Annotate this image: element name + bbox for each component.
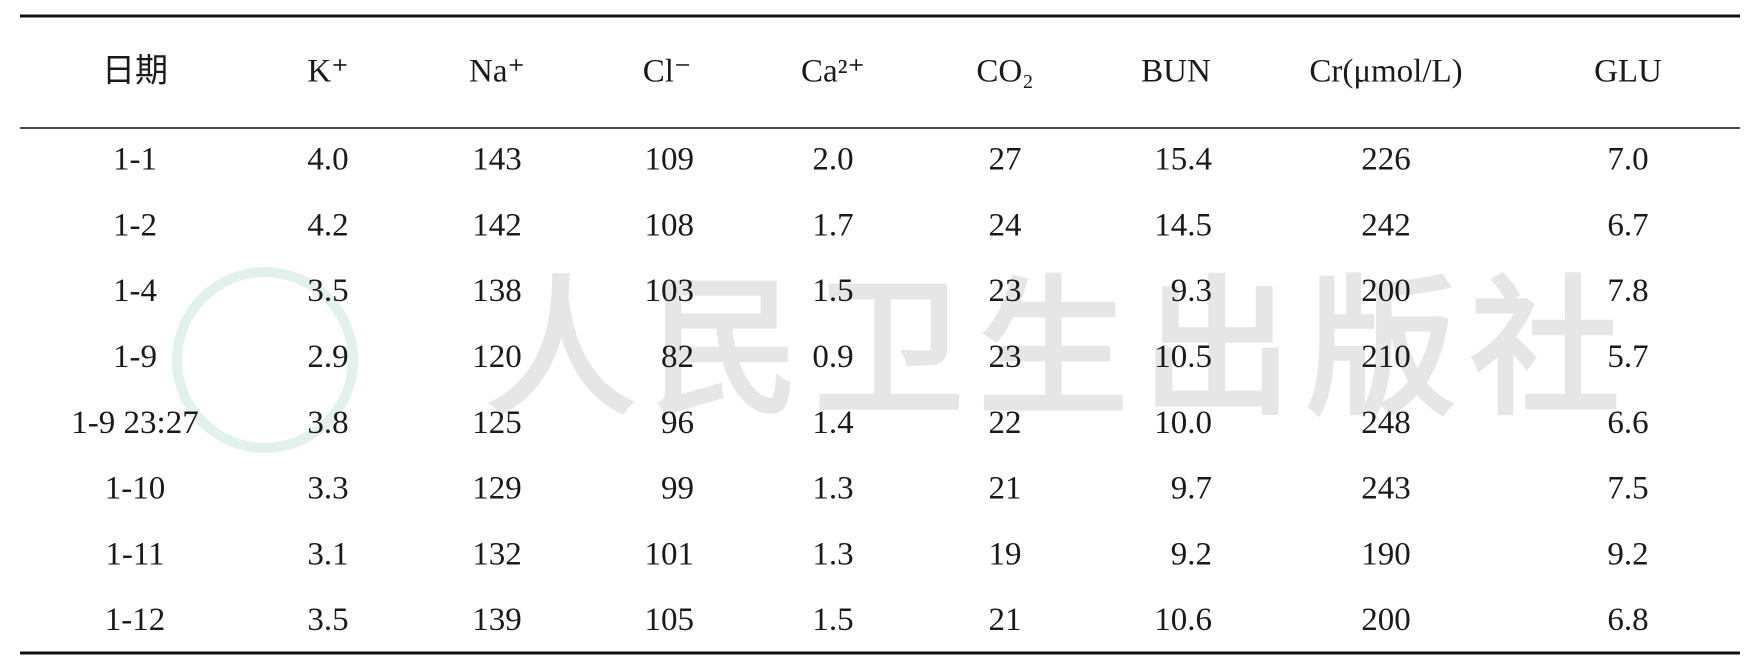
value-cell: 9.3 (1171, 273, 1212, 309)
date-cell: 1-4 (113, 273, 157, 309)
value-cell: 210 (1361, 339, 1411, 375)
value-cell: 10.5 (1154, 339, 1212, 375)
value-cell: 248 (1361, 405, 1411, 441)
header-cell: Ca²⁺ (801, 54, 865, 90)
value-cell: 200 (1361, 273, 1411, 309)
value-cell: 21 (989, 471, 1022, 507)
value-cell: 132 (472, 536, 522, 572)
value-cell: 23 (989, 273, 1022, 309)
date-cell: 1-12 (105, 602, 166, 638)
value-cell: 1.3 (812, 536, 853, 572)
value-cell: 242 (1361, 207, 1411, 243)
date-cell: 1-11 (105, 536, 164, 572)
value-cell: 27 (989, 142, 1022, 178)
value-cell: 99 (661, 471, 694, 507)
value-cell: 1.5 (812, 602, 853, 638)
value-cell: 9.2 (1607, 536, 1648, 572)
value-cell: 0.9 (812, 339, 853, 375)
value-cell: 190 (1361, 536, 1411, 572)
value-cell: 15.4 (1154, 142, 1212, 178)
watermark-logo (172, 267, 358, 453)
value-cell: 226 (1361, 142, 1411, 178)
value-cell: 1.7 (812, 207, 853, 243)
value-cell: 101 (645, 536, 695, 572)
watermark: 人民卫生出版社 (486, 263, 1634, 437)
date-cell: 1-2 (113, 207, 157, 243)
value-cell: 21 (989, 602, 1022, 638)
value-cell: 3.5 (307, 273, 348, 309)
date-cell: 1-10 (105, 471, 166, 507)
value-cell: 108 (645, 207, 695, 243)
value-cell: 3.1 (307, 536, 348, 572)
value-cell: 23 (989, 339, 1022, 375)
value-cell: 4.2 (307, 207, 348, 243)
value-cell: 10.6 (1154, 602, 1212, 638)
value-cell: 243 (1361, 471, 1411, 507)
header-cell: K⁺ (307, 54, 348, 90)
value-cell: 7.8 (1607, 273, 1648, 309)
header-cell: Na⁺ (469, 54, 525, 90)
value-cell: 10.0 (1154, 405, 1212, 441)
value-cell: 1.3 (812, 471, 853, 507)
header-cell: GLU (1594, 54, 1662, 90)
value-cell: 1.4 (812, 405, 853, 441)
value-cell: 143 (472, 142, 522, 178)
value-cell: 6.8 (1607, 602, 1648, 638)
value-cell: 200 (1361, 602, 1411, 638)
value-cell: 105 (645, 602, 695, 638)
value-cell: 2.9 (307, 339, 348, 375)
value-cell: 103 (645, 273, 695, 309)
value-cell: 2.0 (812, 142, 853, 178)
value-cell: 139 (472, 602, 522, 638)
date-cell: 1-9 23:27 (71, 405, 198, 441)
value-cell: 3.3 (307, 471, 348, 507)
header-cell: BUN (1141, 54, 1211, 90)
value-cell: 19 (989, 536, 1022, 572)
value-cell: 6.6 (1607, 405, 1648, 441)
value-cell: 9.2 (1171, 536, 1212, 572)
value-cell: 1.5 (812, 273, 853, 309)
value-cell: 6.7 (1607, 207, 1648, 243)
value-cell: 138 (472, 273, 522, 309)
value-cell: 5.7 (1607, 339, 1648, 375)
header-cell: Cr(μmol/L) (1309, 54, 1462, 90)
date-cell: 1-9 (113, 339, 157, 375)
value-cell: 3.8 (307, 405, 348, 441)
value-cell: 125 (472, 405, 522, 441)
value-cell: 142 (472, 207, 522, 243)
header-cell: CO₂ (976, 54, 1033, 90)
value-cell: 9.7 (1171, 471, 1212, 507)
value-cell: 22 (989, 405, 1022, 441)
value-cell: 109 (645, 142, 695, 178)
date-cell: 1-1 (113, 142, 157, 178)
value-cell: 7.5 (1607, 471, 1648, 507)
header-cell: Cl⁻ (643, 54, 692, 90)
value-cell: 129 (472, 471, 522, 507)
value-cell: 96 (661, 405, 694, 441)
value-cell: 24 (989, 207, 1022, 243)
value-cell: 4.0 (307, 142, 348, 178)
value-cell: 14.5 (1154, 207, 1212, 243)
value-cell: 82 (661, 339, 694, 375)
header-cell: 日期 (102, 54, 168, 90)
value-cell: 3.5 (307, 602, 348, 638)
value-cell: 7.0 (1607, 142, 1648, 178)
value-cell: 120 (472, 339, 522, 375)
